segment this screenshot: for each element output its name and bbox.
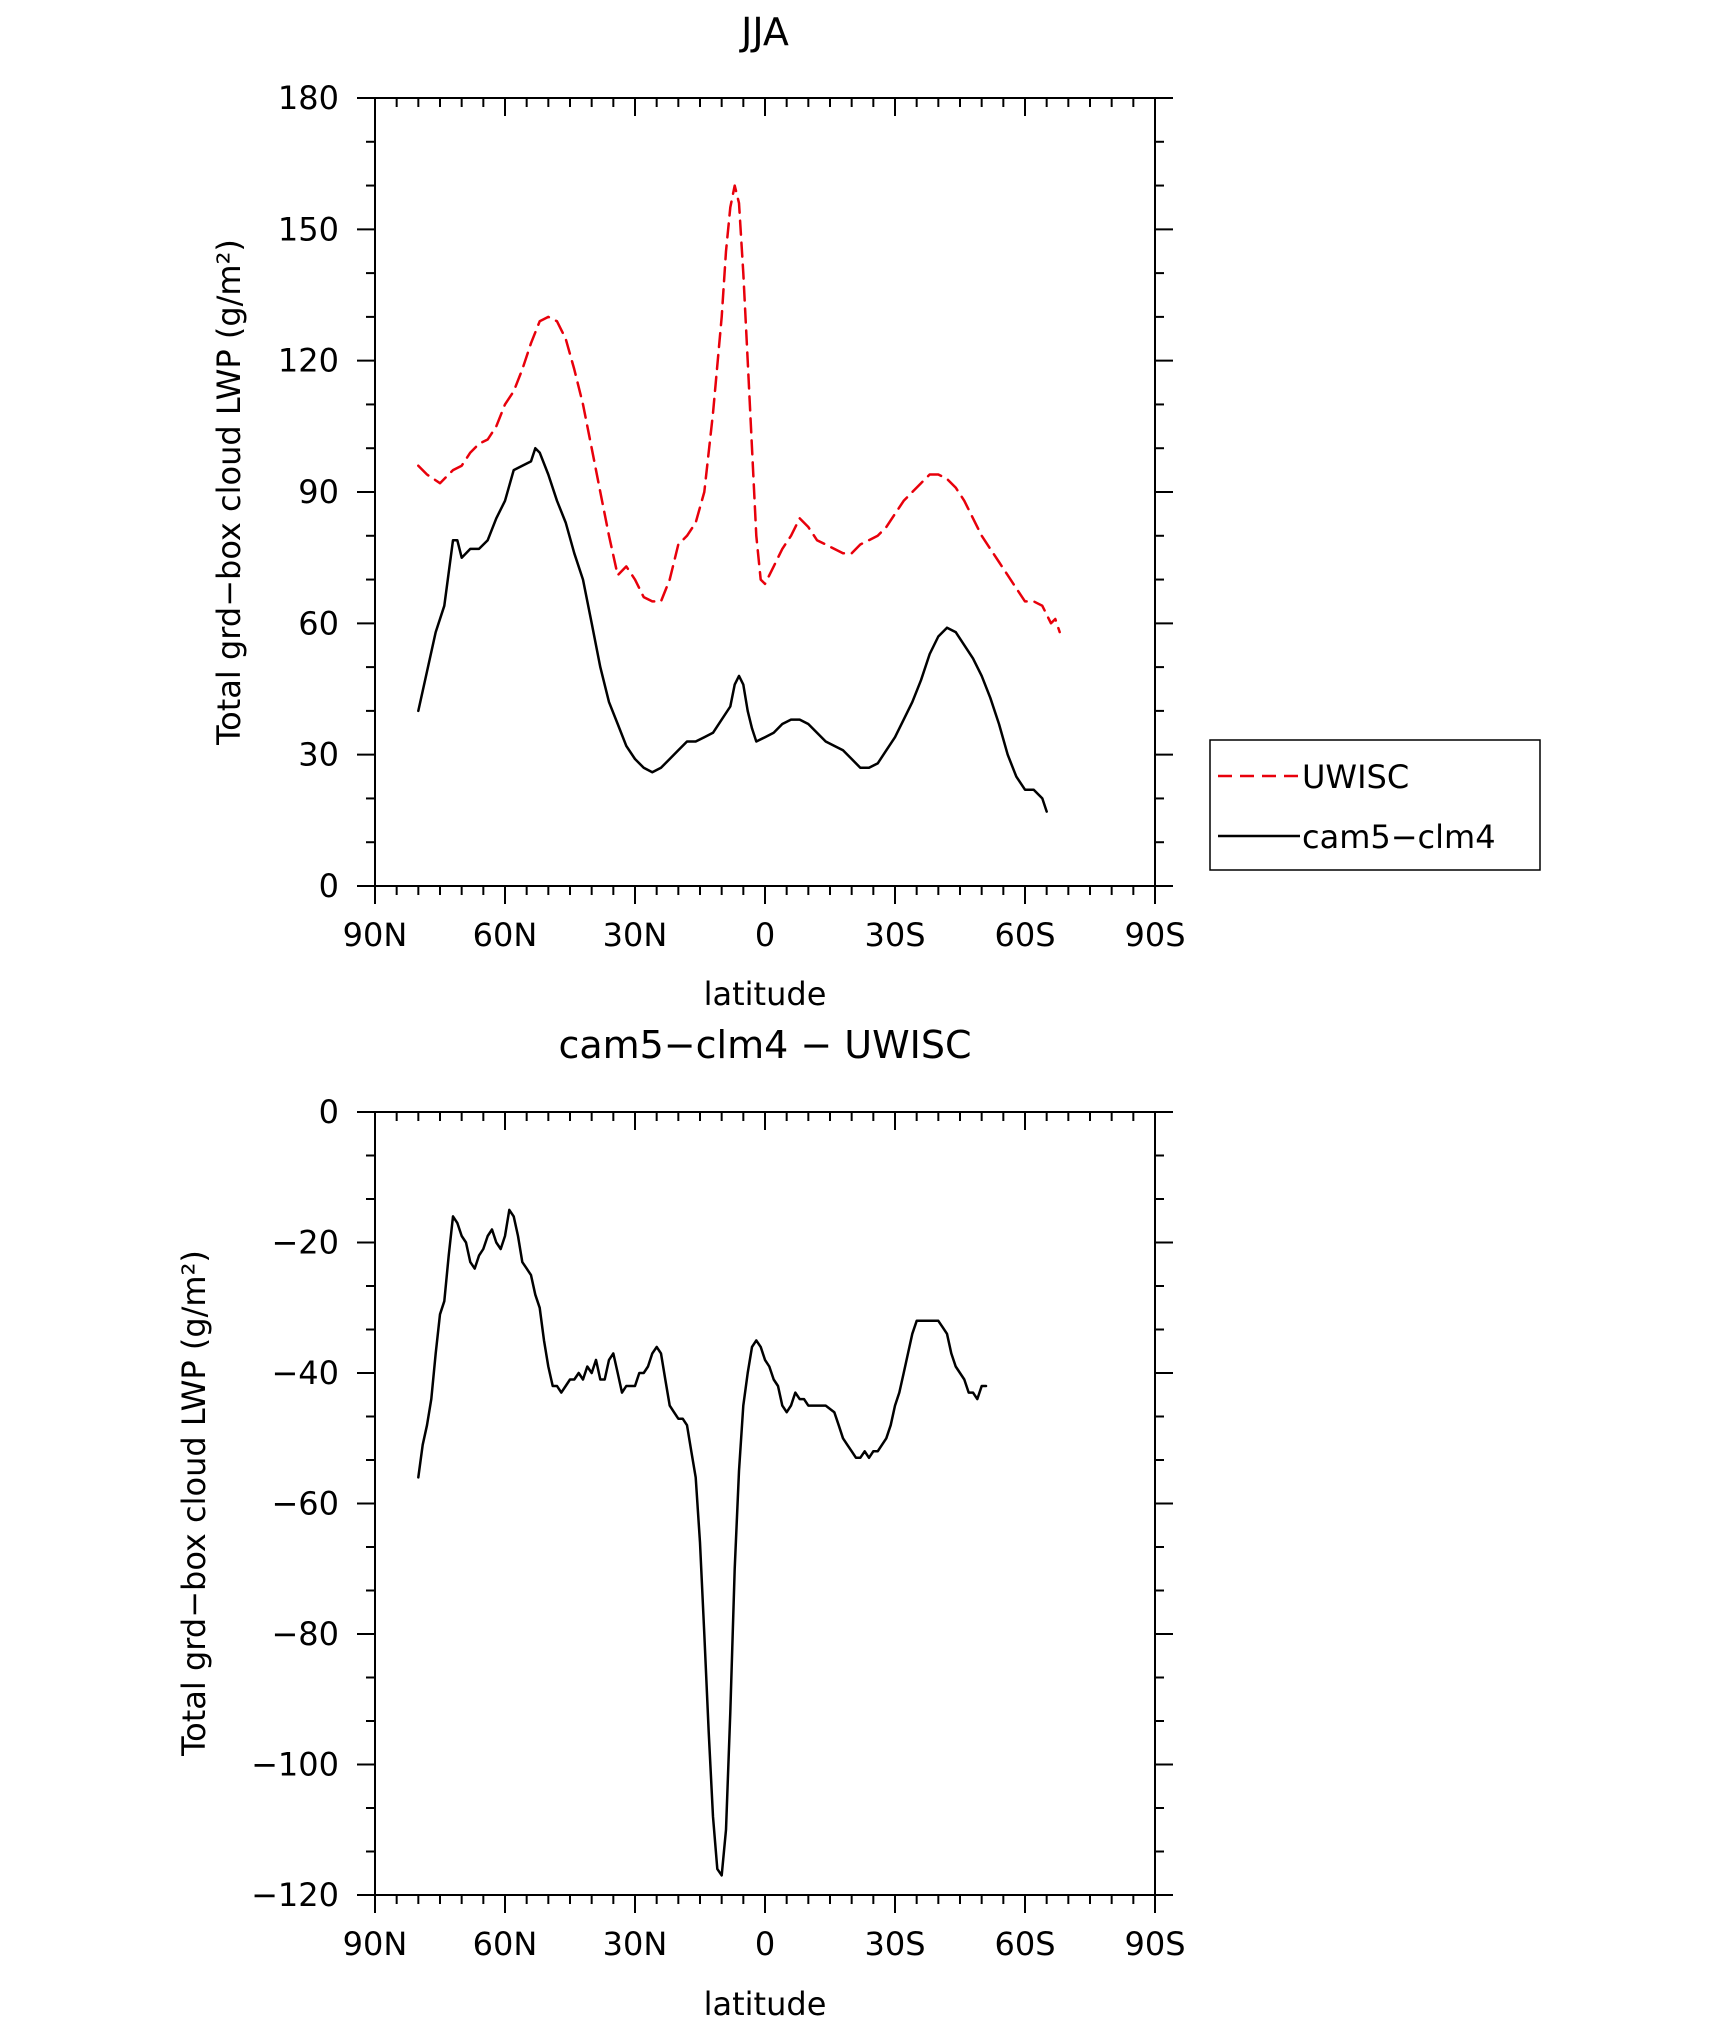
bottom-y-tick-label: −60 (271, 1485, 339, 1523)
top-y-tick-label: 0 (319, 867, 339, 905)
top-x-tick-label: 30N (603, 916, 668, 954)
bottom-y-tick-label: −120 (251, 1876, 339, 1914)
legend-box (1209, 739, 1541, 871)
top-x-tick-label: 60N (473, 916, 538, 954)
bottom-x-tick-label: 90N (343, 1925, 408, 1963)
bottom-y-axis-label: Total grd−box cloud LWP (g/m²) (175, 1250, 213, 1757)
top-y-axis-label: Total grd−box cloud LWP (g/m²) (210, 239, 248, 746)
top-x-tick-label: 60S (994, 916, 1055, 954)
top-x-axis-label: latitude (704, 975, 827, 1013)
top-x-tick-label: 30S (864, 916, 925, 954)
top-y-tick-label: 60 (298, 604, 339, 642)
bottom-x-tick-label: 90S (1124, 1925, 1185, 1963)
top-y-tick-label: 120 (278, 342, 339, 380)
bottom-y-tick-label: −80 (271, 1615, 339, 1653)
bottom-y-tick-label: 0 (319, 1093, 339, 1131)
top-chart-title: JJA (739, 10, 789, 54)
legend-label-cam5-clm4: cam5−clm4 (1302, 818, 1496, 856)
bottom-chart-title: cam5−clm4 − UWISC (558, 1023, 971, 1067)
top-series-line-uwisc (417, 184, 1061, 634)
legend: UWISC cam5−clm4 (1209, 739, 1541, 871)
bottom-x-tick-label: 60S (994, 1925, 1055, 1963)
bottom-x-tick-label: 60N (473, 1925, 538, 1963)
bottom-panel: cam5−clm4 − UWISC 90N 60N 30N 0 30S 60S 90S 0 −2… (175, 1023, 1186, 2021)
top-panel: JJA 90N 60N 30N 0 30S 60S 90S0306090120150180 … (210, 10, 1541, 1013)
bottom-y-tick-label: −100 (251, 1746, 339, 1784)
top-x-tick-label: 90N (343, 916, 408, 954)
bottom-x-tick-label: 0 (755, 1925, 775, 1963)
top-series-line-cam5-clm4 (417, 446, 1048, 813)
legend-label-uwisc: UWISC (1302, 758, 1409, 796)
top-y-tick-label: 180 (278, 79, 339, 117)
top-plot-frame (374, 97, 1156, 887)
top-x-tick-label: 90S (1124, 916, 1185, 954)
bottom-x-tick-label: 30S (864, 1925, 925, 1963)
bottom-x-axis-label: latitude (704, 1985, 827, 2021)
top-y-tick-label: 30 (298, 736, 339, 774)
bottom-series-line-diff (417, 1208, 988, 1877)
top-y-tick-label: 150 (278, 210, 339, 248)
top-y-tick-label: 90 (298, 473, 339, 511)
bottom-y-tick-label: −40 (271, 1354, 339, 1392)
bottom-x-tick-label: 30N (603, 1925, 668, 1963)
top-x-tick-label: 0 (755, 916, 775, 954)
bottom-y-tick-label: −20 (271, 1224, 339, 1262)
